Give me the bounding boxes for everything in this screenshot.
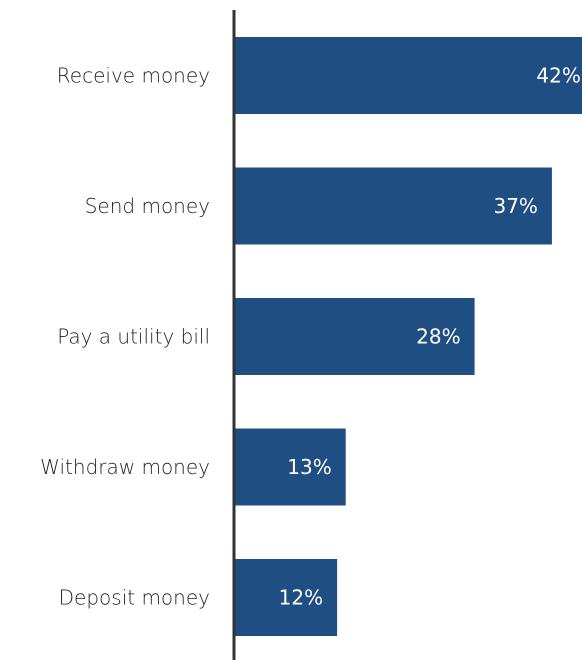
bar-0 <box>234 37 582 114</box>
value-labels: 42% 37% 28% 13% 12% <box>279 64 581 610</box>
category-labels: Receive money Send money Pay a utility bil… <box>40 64 210 610</box>
category-label-1: Send money <box>85 194 210 218</box>
category-label-3: Withdraw money <box>40 455 210 479</box>
value-label-3: 13% <box>287 455 331 479</box>
value-label-1: 37% <box>493 194 537 218</box>
bar-1 <box>234 167 552 245</box>
value-label-2: 28% <box>416 325 460 349</box>
category-label-4: Deposit money <box>59 586 210 610</box>
bar-3 <box>234 428 346 506</box>
bar-2 <box>234 298 475 375</box>
value-label-0: 42% <box>536 64 580 88</box>
category-label-2: Pay a utility bill <box>57 325 210 349</box>
bar-4 <box>234 559 338 636</box>
value-label-4: 12% <box>279 586 323 610</box>
bars-group <box>234 37 582 636</box>
category-label-0: Receive money <box>57 64 210 88</box>
